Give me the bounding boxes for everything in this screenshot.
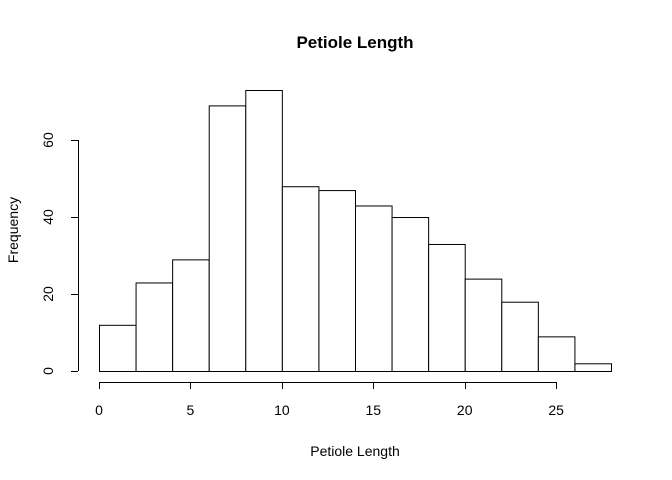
x-tick-label: 0 — [95, 402, 103, 418]
y-tick-label: 20 — [40, 286, 56, 302]
y-tick-label: 40 — [40, 209, 56, 225]
histogram-bar — [99, 324, 137, 373]
histogram-bar — [391, 217, 430, 372]
histogram-bar — [501, 301, 539, 373]
histogram-bar — [281, 186, 320, 372]
y-axis: 0 20 40 60 — [40, 132, 79, 375]
histogram-bar — [208, 105, 247, 373]
histogram-bar — [355, 205, 393, 372]
y-tick-label: 60 — [40, 132, 56, 148]
x-tick-label: 10 — [274, 402, 290, 418]
x-tick-label: 25 — [548, 402, 564, 418]
histogram-bar — [318, 190, 356, 372]
histogram-bar — [464, 278, 503, 372]
histogram-bar — [172, 259, 210, 373]
histogram-bar — [428, 243, 466, 372]
histogram-bars — [99, 90, 613, 373]
chart-title: Petiole Length — [296, 33, 413, 52]
x-tick-label: 20 — [457, 402, 473, 418]
y-axis-label: Frequency — [5, 197, 21, 263]
histogram-bar — [574, 363, 613, 372]
histogram-bar — [537, 336, 576, 373]
x-axis-label: Petiole Length — [310, 443, 400, 459]
y-tick-label: 0 — [40, 367, 56, 375]
histogram-bar — [135, 282, 174, 373]
x-axis: 0 5 10 15 20 25 — [95, 382, 564, 418]
x-tick-label: 5 — [187, 402, 195, 418]
x-tick-label: 15 — [365, 402, 381, 418]
histogram-bar — [245, 90, 283, 372]
